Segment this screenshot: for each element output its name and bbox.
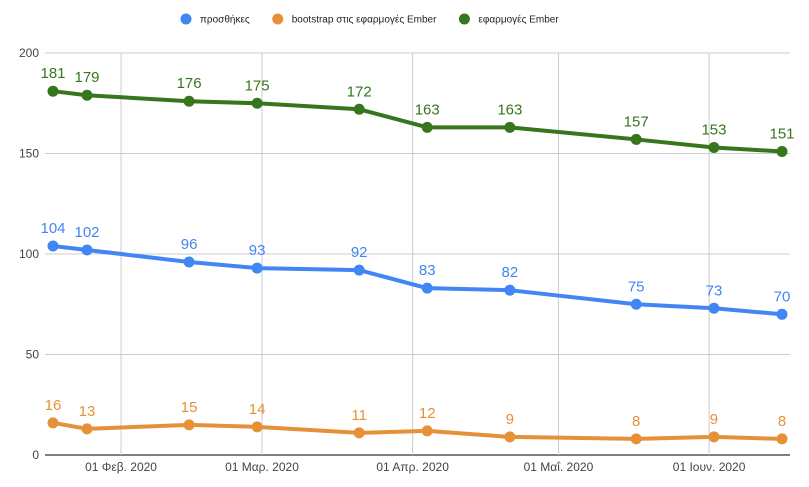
legend-marker (458, 13, 470, 25)
data-point (183, 419, 195, 431)
data-point (353, 103, 365, 115)
data-point (776, 145, 788, 157)
data-point (81, 423, 93, 435)
x-tick-label: 01 Μαΐ. 2020 (524, 460, 594, 474)
data-point (421, 425, 433, 437)
data-point (630, 298, 642, 310)
series-line (51, 243, 784, 317)
legend-label: προσθήκες (200, 14, 250, 26)
data-label: 16 (45, 397, 62, 414)
data-point (708, 302, 720, 314)
series-line (51, 89, 784, 154)
data-label-layer: 104 102 96 93 92 83 82 75 73 70 16 13 15 14 11 12 9 8 9 8 18… (40, 65, 794, 430)
x-tick-label: 01 Ιουν. 2020 (673, 460, 746, 474)
y-tick-label: 50 (26, 348, 40, 362)
data-label: 12 (419, 405, 436, 422)
data-point (504, 431, 516, 443)
axis-layer: 0 50 100 150 200 01 Φεβ. 2020 01 Μαρ. 2020 01 Α… (19, 46, 746, 474)
legend-marker (272, 13, 284, 25)
x-tick-label: 01 Φεβ. 2020 (85, 460, 157, 474)
data-label: 8 (778, 413, 786, 430)
data-label: 9 (506, 411, 514, 428)
data-label: 151 (769, 125, 794, 142)
data-label: 8 (632, 413, 640, 430)
data-label: 96 (181, 236, 198, 253)
data-label: 70 (774, 288, 791, 305)
data-point (47, 85, 59, 97)
data-label: 176 (177, 75, 202, 92)
y-tick-label: 100 (19, 247, 39, 261)
data-point (251, 421, 263, 433)
data-label: 102 (75, 224, 100, 241)
data-point (630, 433, 642, 445)
y-tick-label: 0 (32, 448, 39, 462)
data-point (776, 308, 788, 320)
data-point (183, 256, 195, 268)
data-point (81, 244, 93, 256)
data-point (776, 433, 788, 445)
data-point (504, 121, 516, 133)
y-tick-label: 150 (19, 147, 39, 161)
data-point (708, 141, 720, 153)
data-label: 14 (249, 401, 266, 418)
data-point (630, 133, 642, 145)
data-label: 157 (624, 113, 649, 130)
y-tick-label: 200 (19, 46, 39, 60)
data-label: 75 (628, 278, 645, 295)
data-point (47, 240, 59, 252)
data-label: 163 (415, 101, 440, 118)
legend: προσθήκες bootstrap στις εφαρμογές Ember ε… (180, 13, 559, 26)
data-label: 13 (79, 403, 96, 420)
data-label: 179 (75, 69, 100, 86)
data-point (353, 264, 365, 276)
data-label: 181 (40, 65, 65, 82)
data-label: 73 (706, 282, 723, 299)
data-point (353, 427, 365, 439)
data-label: 9 (710, 411, 718, 428)
data-label: 104 (40, 220, 65, 237)
data-point (183, 95, 195, 107)
data-label: 163 (497, 101, 522, 118)
data-point (504, 284, 516, 296)
data-label: 15 (181, 399, 198, 416)
data-label: 83 (419, 262, 436, 279)
legend-label: bootstrap στις εφαρμογές Ember (292, 14, 437, 26)
data-point (47, 417, 59, 429)
data-label: 153 (701, 121, 726, 138)
data-point (251, 97, 263, 109)
x-tick-label: 01 Μαρ. 2020 (225, 460, 299, 474)
data-point (421, 282, 433, 294)
series-layer (47, 85, 788, 445)
legend-label: εφαρμογές Ember (478, 14, 559, 26)
x-tick-label: 01 Απρ. 2020 (376, 460, 449, 474)
data-label: 172 (347, 83, 372, 100)
data-point (708, 431, 720, 443)
data-point (81, 89, 93, 101)
data-label: 93 (249, 242, 266, 259)
legend-marker (180, 13, 192, 25)
series-line (51, 420, 784, 441)
data-point (421, 121, 433, 133)
data-point (251, 262, 263, 274)
data-label: 11 (351, 407, 367, 424)
data-label: 92 (351, 244, 368, 261)
data-label: 175 (245, 77, 270, 94)
data-label: 82 (501, 264, 518, 281)
